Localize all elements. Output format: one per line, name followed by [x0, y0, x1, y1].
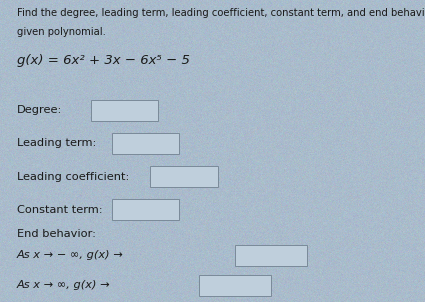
Text: End behavior:: End behavior: — [17, 229, 96, 239]
FancyBboxPatch shape — [150, 166, 218, 187]
FancyBboxPatch shape — [91, 100, 158, 120]
Text: Leading term:: Leading term: — [17, 138, 96, 149]
Text: As x → ∞, g(x) →: As x → ∞, g(x) → — [17, 280, 110, 291]
FancyBboxPatch shape — [235, 245, 307, 266]
Text: Degree:: Degree: — [17, 105, 62, 115]
FancyBboxPatch shape — [199, 275, 271, 296]
Text: Find the degree, leading term, leading coefficient, constant term, and end behav: Find the degree, leading term, leading c… — [17, 8, 425, 18]
Text: given polynomial.: given polynomial. — [17, 27, 106, 37]
Text: Constant term:: Constant term: — [17, 205, 102, 215]
Text: As x → − ∞, g(x) →: As x → − ∞, g(x) → — [17, 250, 124, 260]
FancyBboxPatch shape — [112, 200, 179, 220]
Text: Leading coefficient:: Leading coefficient: — [17, 172, 129, 182]
Text: g(x) = 6x² + 3x − 6x⁵ − 5: g(x) = 6x² + 3x − 6x⁵ − 5 — [17, 54, 190, 67]
FancyBboxPatch shape — [112, 133, 179, 154]
